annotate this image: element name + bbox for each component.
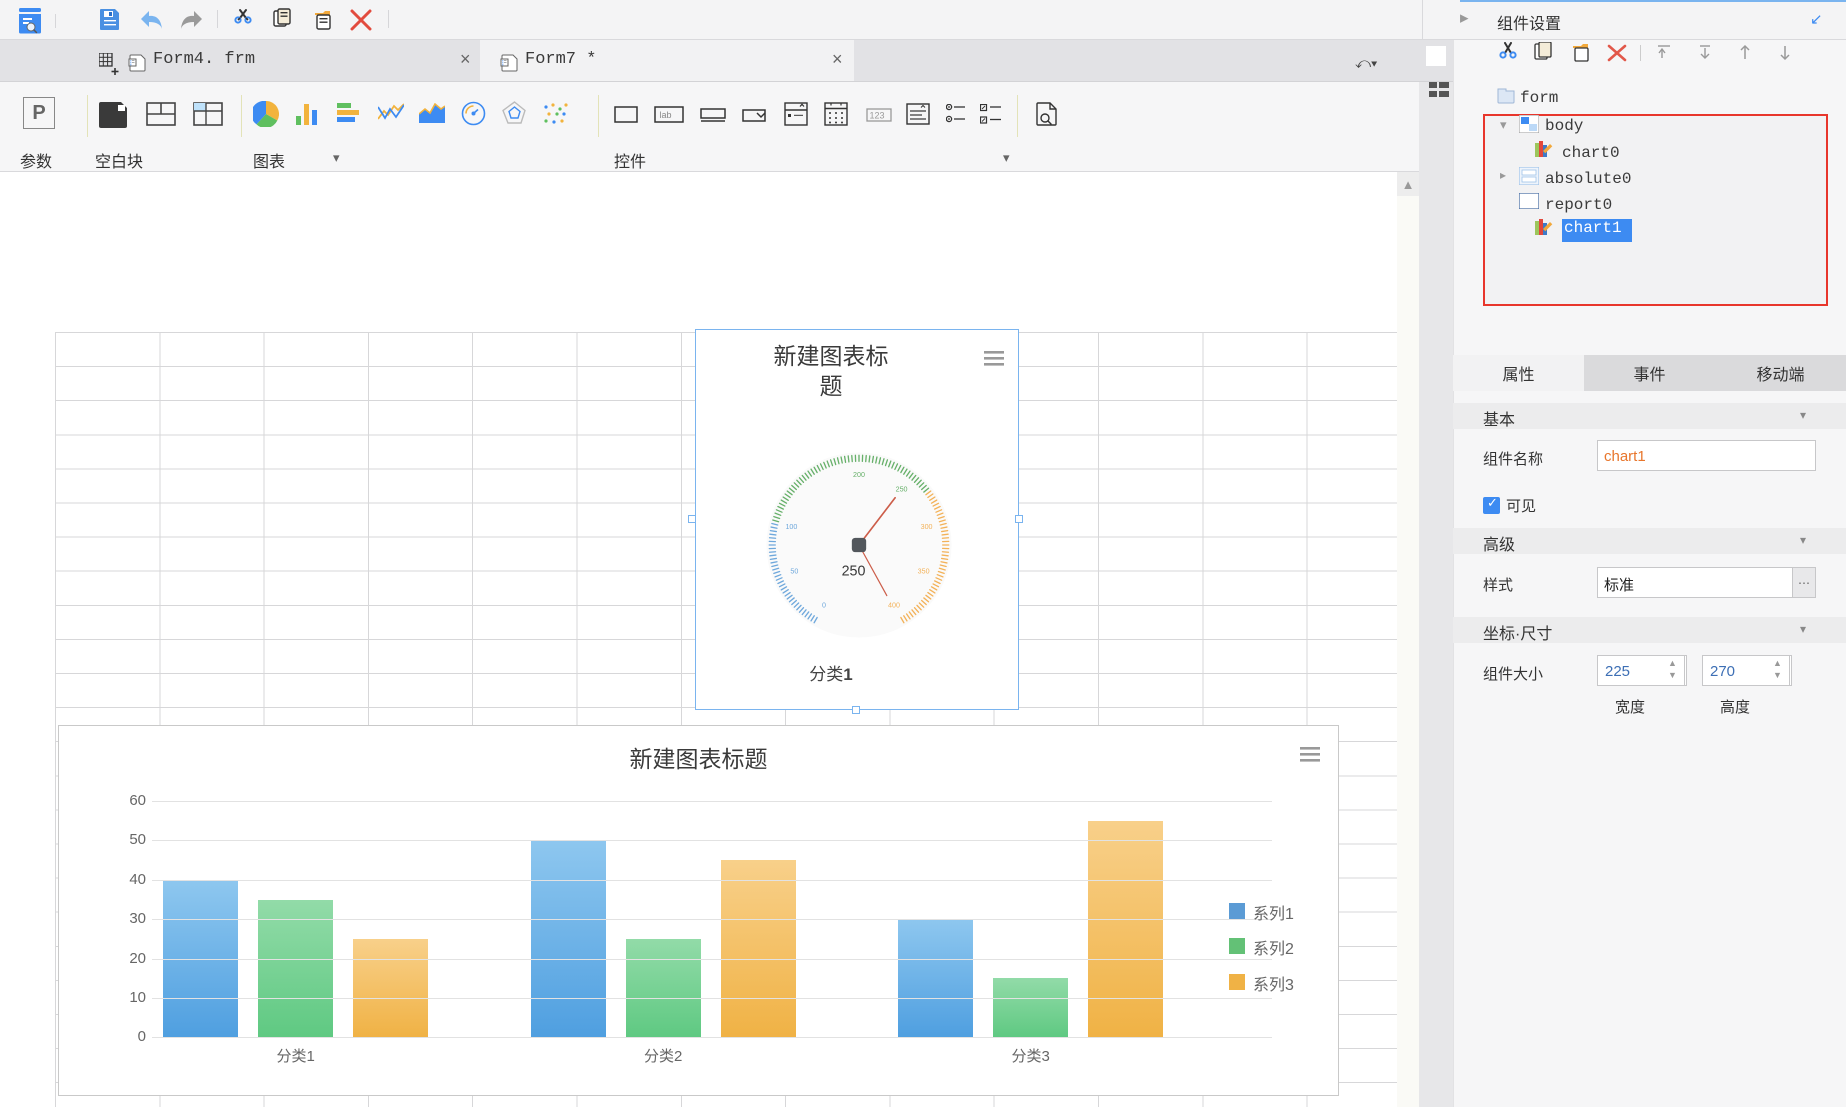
- svg-text:200: 200: [853, 471, 865, 479]
- svg-text:lab: lab: [660, 110, 672, 120]
- svg-text:250: 250: [896, 485, 908, 493]
- svg-text:50: 50: [790, 568, 798, 576]
- svg-text:0: 0: [822, 601, 826, 609]
- svg-text:100: 100: [785, 523, 797, 531]
- svg-text:250: 250: [842, 563, 866, 579]
- svg-text:350: 350: [918, 568, 930, 576]
- svg-text:300: 300: [921, 523, 933, 531]
- svg-text:123: 123: [870, 111, 885, 121]
- svg-text:400: 400: [888, 601, 900, 609]
